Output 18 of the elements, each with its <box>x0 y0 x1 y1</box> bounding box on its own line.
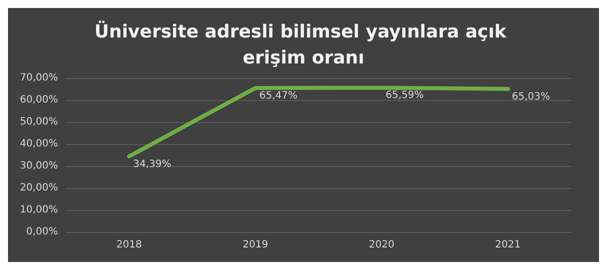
x-tick-label: 2021 <box>495 240 521 250</box>
line-series <box>127 86 510 158</box>
y-tick-label: 20,00% <box>20 182 58 194</box>
data-label: 65,47% <box>259 90 298 102</box>
data-label: 65,03% <box>512 91 550 102</box>
y-tick-label: 30,00% <box>20 160 58 172</box>
x-tick-label: 2020 <box>368 240 394 250</box>
y-tick-label: 40,00% <box>20 138 58 150</box>
x-tick-label: 2019 <box>242 240 268 250</box>
y-tick-label: 0,00% <box>26 226 58 238</box>
x-tick-label: 2018 <box>116 240 142 250</box>
y-tick-label: 10,00% <box>20 204 58 216</box>
y-tick-label: 70,00% <box>20 72 58 84</box>
y-tick-label: 60,00% <box>20 94 58 106</box>
data-label: 34,39% <box>133 158 172 170</box>
chart-title: Üniversite adresli bilimsel yayınlara açık erişim oranı <box>94 20 513 68</box>
y-tick-label: 50,00% <box>20 116 58 128</box>
data-label: 65,59% <box>386 90 424 102</box>
